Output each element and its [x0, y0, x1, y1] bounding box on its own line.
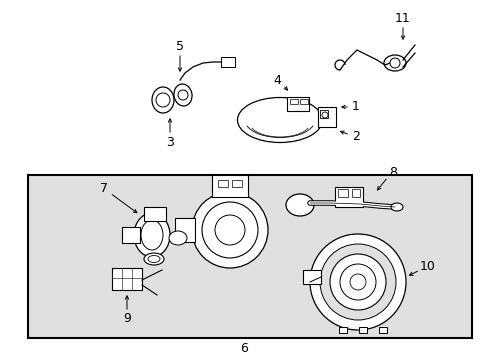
Circle shape [329, 254, 385, 310]
Ellipse shape [143, 253, 163, 265]
Bar [289, 99, 297, 104]
Circle shape [202, 202, 258, 258]
Bar [143, 207, 165, 221]
Circle shape [319, 244, 395, 320]
Ellipse shape [383, 55, 405, 71]
Bar [337, 189, 347, 197]
Bar [358, 327, 366, 333]
Bar [319, 110, 327, 118]
Ellipse shape [134, 213, 170, 257]
Text: 8: 8 [388, 166, 396, 179]
Text: 2: 2 [351, 130, 359, 144]
Circle shape [309, 234, 405, 330]
Circle shape [192, 192, 267, 268]
Circle shape [215, 215, 244, 245]
Bar [212, 175, 247, 197]
Text: 5: 5 [176, 40, 183, 54]
Ellipse shape [390, 203, 402, 211]
Circle shape [389, 58, 399, 68]
Bar [231, 180, 242, 187]
Bar [338, 327, 346, 333]
Bar [299, 99, 307, 104]
Bar [218, 180, 227, 187]
Circle shape [178, 90, 187, 100]
Circle shape [349, 274, 365, 290]
Bar [112, 268, 142, 290]
Ellipse shape [237, 98, 322, 143]
Bar [378, 327, 386, 333]
Text: 7: 7 [100, 181, 108, 194]
Text: 9: 9 [123, 311, 131, 324]
Bar [334, 187, 362, 207]
Ellipse shape [285, 194, 313, 216]
Bar [221, 57, 235, 67]
Circle shape [321, 112, 327, 118]
Bar [317, 107, 335, 127]
Text: 11: 11 [394, 12, 410, 24]
Circle shape [156, 93, 170, 107]
Bar [351, 189, 359, 197]
Ellipse shape [148, 256, 160, 262]
Bar [303, 270, 320, 284]
Text: 10: 10 [419, 261, 435, 274]
Bar [286, 97, 308, 111]
Ellipse shape [169, 231, 186, 245]
Circle shape [339, 264, 375, 300]
Bar [28, 175, 471, 338]
Text: 3: 3 [166, 135, 174, 148]
Ellipse shape [152, 87, 174, 113]
Ellipse shape [141, 220, 163, 250]
Text: 4: 4 [272, 75, 281, 87]
Ellipse shape [174, 84, 192, 106]
Bar [122, 227, 140, 243]
Bar [175, 218, 195, 242]
Text: 6: 6 [240, 342, 247, 356]
Text: 1: 1 [351, 100, 359, 113]
